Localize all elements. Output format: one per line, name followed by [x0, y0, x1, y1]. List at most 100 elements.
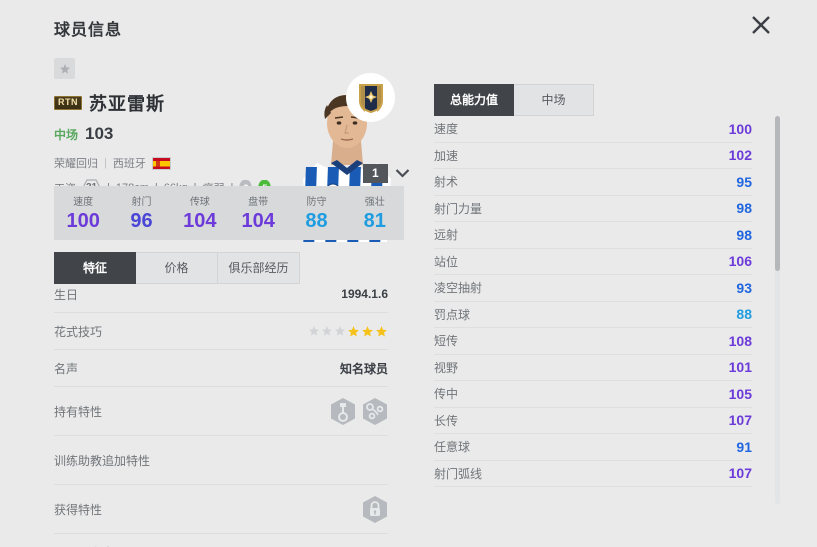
attribute-row: 速度 100 [434, 116, 752, 143]
player-overall: 103 [85, 124, 114, 143]
acquired-trait-icons [362, 495, 388, 524]
summary-stat-label: 速度 [73, 197, 94, 208]
attribute-label: 视野 [434, 360, 459, 375]
attribute-label: 加速 [434, 148, 459, 163]
attributes-list: 速度 100 加速 102 射术 95 射门力量 98 远射 98 站位 106… [434, 116, 752, 504]
summary-stat-value: 96 [130, 210, 153, 232]
star-icon [309, 325, 319, 336]
detail-label: 名声 [54, 361, 79, 376]
page-title: 球员信息 [54, 22, 123, 39]
summary-stat-label: 射门 [131, 197, 152, 208]
summary-stat-label: 强壮 [364, 197, 385, 208]
trait-icon-1[interactable] [330, 397, 356, 426]
detail-label: 是否可产出 [54, 544, 114, 547]
attribute-row: 视野 101 [434, 355, 752, 381]
attribute-value: 98 [736, 200, 752, 217]
summary-stat: 防守 88 [287, 193, 345, 233]
star-icon [59, 63, 70, 74]
level-selector[interactable]: 1 [363, 164, 410, 183]
summary-stat-label: 传球 [189, 197, 210, 208]
summary-stat: 传球 104 [171, 193, 229, 233]
detail-list: 生日 1994.1.6 花式技巧 名声 知名球员 持有特性 [54, 276, 388, 547]
attribute-value: 88 [736, 306, 752, 323]
close-icon[interactable] [745, 9, 777, 41]
tab-club-history[interactable]: 俱乐部经历 [218, 252, 300, 284]
position-rating-row: 中场 103 [54, 124, 404, 144]
attribute-label: 罚点球 [434, 307, 471, 322]
tab-price[interactable]: 价格 [136, 252, 218, 284]
attribute-value: 93 [736, 279, 752, 296]
player-position: 中场 [54, 128, 79, 142]
attribute-row: 凌空抽射 93 [434, 275, 752, 302]
summary-stat-value: 100 [66, 210, 100, 232]
star-icon-filled [348, 325, 359, 336]
attribute-value: 107 [728, 465, 752, 482]
favorite-star-button[interactable] [54, 58, 75, 79]
player-name: 苏亚雷斯 [89, 94, 165, 114]
attribute-row: 射门弧线 107 [434, 461, 752, 487]
level-value: 1 [363, 164, 388, 183]
detail-label: 获得特性 [54, 502, 103, 517]
meta-separator: | [104, 157, 107, 169]
summary-stat-value: 104 [183, 210, 217, 232]
summary-stat-value: 88 [305, 210, 328, 232]
star-icon [335, 325, 345, 336]
attribute-row: 远射 98 [434, 222, 752, 249]
player-nationality: 西班牙 [112, 158, 146, 170]
summary-stat: 强壮 81 [346, 193, 404, 233]
attribute-row: 罚点球 88 [434, 302, 752, 328]
detail-row-coach-traits: 训练助教追加特性 [54, 436, 388, 485]
summary-stat: 速度 100 [54, 193, 112, 233]
attribute-label: 站位 [434, 254, 459, 269]
chevron-down-icon[interactable] [395, 165, 410, 183]
club-crest-icon [346, 73, 395, 122]
attribute-value: 101 [728, 359, 752, 376]
attribute-label: 短传 [434, 334, 459, 349]
skill-moves-stars [308, 325, 388, 338]
tab-overall-rating[interactable]: 总能力值 [434, 84, 514, 116]
detail-row-birthday: 生日 1994.1.6 [54, 276, 388, 313]
left-tab-bar: 特征 价格 俱乐部经历 [54, 252, 300, 284]
attribute-row: 短传 108 [434, 328, 752, 355]
summary-stat-label: 防守 [306, 197, 327, 208]
trait-icon-2[interactable] [362, 397, 388, 426]
summary-stat-label: 盘带 [248, 197, 269, 208]
summary-stat: 射门 96 [112, 193, 170, 233]
summary-stat-value: 104 [241, 210, 275, 232]
detail-value: 可以 [364, 544, 388, 547]
dialog-header: 球员信息 [0, 0, 817, 56]
lock-icon[interactable] [362, 495, 388, 524]
star-icon-filled [362, 325, 373, 336]
attribute-row: 传中 105 [434, 381, 752, 408]
attribute-value: 98 [736, 226, 752, 243]
attribute-label: 射门弧线 [434, 466, 483, 481]
player-meta-line-1: 荣耀回归 | 西班牙 [54, 155, 404, 171]
detail-row-reputation: 名声 知名球员 [54, 350, 388, 387]
attribute-label: 射门力量 [434, 201, 483, 216]
attribute-value: 107 [728, 412, 752, 429]
scrollbar-thumb[interactable] [775, 116, 780, 271]
tab-features[interactable]: 特征 [54, 252, 136, 284]
attribute-value: 102 [728, 147, 752, 164]
attribute-label: 射术 [434, 175, 459, 190]
detail-row-skill-moves: 花式技巧 [54, 313, 388, 350]
player-name-row: RTN 苏亚雷斯 [54, 90, 404, 116]
star-icon [322, 325, 332, 336]
player-tagline: 荣耀回归 [54, 158, 98, 170]
summary-stat: 盘带 104 [229, 193, 287, 233]
tab-midfield[interactable]: 中场 [514, 84, 594, 116]
spain-flag-icon [151, 156, 171, 170]
attribute-value: 91 [736, 438, 752, 455]
attribute-row: 射门力量 98 [434, 196, 752, 222]
detail-label: 训练助教追加特性 [54, 453, 151, 468]
attribute-label: 传中 [434, 387, 459, 402]
attribute-row: 长传 107 [434, 408, 752, 434]
detail-value: 1994.1.6 [341, 287, 388, 301]
attribute-label: 速度 [434, 122, 459, 137]
attributes-scrollbar[interactable] [775, 116, 780, 504]
detail-label: 生日 [54, 287, 79, 302]
attribute-value: 95 [736, 173, 752, 190]
attribute-row: 加速 102 [434, 143, 752, 169]
attribute-row: 任意球 91 [434, 434, 752, 461]
